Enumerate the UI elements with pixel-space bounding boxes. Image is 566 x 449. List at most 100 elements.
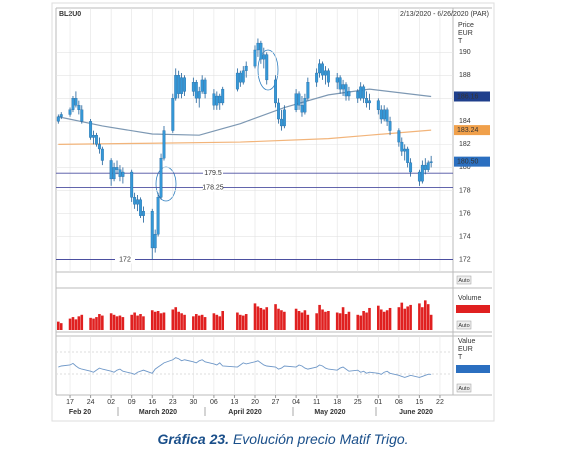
candle-body bbox=[71, 98, 75, 110]
average-line bbox=[58, 88, 432, 136]
volume-bar bbox=[318, 304, 321, 330]
candle-body bbox=[74, 98, 78, 106]
annotation-circle bbox=[257, 49, 279, 91]
volume-bar bbox=[327, 311, 330, 330]
candle-body bbox=[171, 98, 175, 131]
volume-bar bbox=[256, 306, 260, 330]
candle-body bbox=[359, 86, 363, 99]
auto-button[interactable]: Auto bbox=[456, 320, 472, 330]
month-label: Feb 20 bbox=[69, 409, 91, 416]
x-tick-label: 02 bbox=[107, 399, 115, 406]
volume-bar bbox=[156, 311, 160, 330]
candle-body bbox=[200, 79, 204, 92]
volume-bar bbox=[71, 317, 75, 330]
auto-button-text[interactable]: Auto bbox=[458, 323, 469, 329]
volume-bar bbox=[218, 316, 222, 330]
volume-bar bbox=[162, 312, 166, 330]
candle-body bbox=[121, 171, 125, 177]
y-tick-label: 174 bbox=[459, 233, 471, 240]
auto-button-box[interactable] bbox=[456, 320, 472, 330]
candle-body bbox=[80, 109, 84, 122]
candle-body bbox=[300, 105, 304, 113]
volume-bar bbox=[397, 307, 401, 330]
value-tag bbox=[456, 365, 490, 373]
candle-body bbox=[297, 93, 301, 106]
level-label: 172 bbox=[119, 256, 131, 263]
candle-body bbox=[306, 82, 310, 99]
candle-body bbox=[133, 197, 137, 205]
volume-bar bbox=[200, 314, 204, 330]
auto-button[interactable]: Auto bbox=[456, 275, 472, 285]
x-tick-label: 13 bbox=[231, 399, 239, 406]
volume-bar bbox=[80, 314, 84, 330]
volume-bar bbox=[253, 303, 257, 330]
volume-bar bbox=[265, 307, 269, 330]
candle-body bbox=[406, 148, 410, 163]
caption-label: Gráfica 23. bbox=[157, 431, 229, 447]
x-tick-label: 06 bbox=[210, 399, 218, 406]
level-label: 178.25 bbox=[202, 184, 224, 191]
auto-button-text[interactable]: Auto bbox=[458, 386, 469, 392]
candle-body bbox=[376, 100, 380, 110]
auto-button-box[interactable] bbox=[456, 275, 472, 285]
candle-body bbox=[92, 135, 95, 138]
candle-body bbox=[238, 72, 242, 83]
x-tick-label: 08 bbox=[395, 399, 403, 406]
candle-body bbox=[68, 109, 72, 115]
candle-body bbox=[77, 105, 81, 110]
auto-button[interactable]: Auto bbox=[456, 383, 472, 393]
volume-bar bbox=[171, 309, 175, 330]
month-label: March 2020 bbox=[139, 409, 177, 416]
candle-body bbox=[203, 79, 207, 94]
price-tag bbox=[454, 125, 490, 136]
candle-body bbox=[279, 118, 283, 127]
volume-tag bbox=[456, 305, 490, 313]
auto-button-box[interactable] bbox=[456, 383, 472, 393]
candle-body bbox=[141, 210, 145, 216]
caption: Gráfica 23. Evolución precio Matif Trigo… bbox=[157, 431, 408, 447]
auto-button-text[interactable]: Auto bbox=[458, 278, 469, 284]
y-tick-label: 184 bbox=[459, 118, 471, 125]
month-label: June 2020 bbox=[399, 409, 433, 416]
candle-body bbox=[335, 77, 339, 83]
frame bbox=[51, 2, 495, 422]
volume-bar bbox=[133, 312, 136, 330]
candle-body bbox=[139, 199, 142, 216]
candle-body bbox=[318, 63, 322, 74]
x-tick-label: 16 bbox=[148, 399, 156, 406]
candle-body bbox=[221, 88, 225, 104]
price-tag-label: 186.16 bbox=[457, 93, 479, 100]
candle-body bbox=[265, 54, 269, 81]
y-tick-label: 172 bbox=[459, 256, 471, 263]
y-tick-label: 188 bbox=[459, 72, 471, 79]
candle-body bbox=[420, 164, 424, 182]
x-tick-label: 15 bbox=[416, 399, 424, 406]
annotation-circle bbox=[155, 166, 177, 202]
candle-body bbox=[177, 75, 181, 94]
date-range: 2/13/2020 - 6/26/2020 (PAR) bbox=[400, 11, 489, 18]
candle-body bbox=[100, 148, 104, 161]
candle-body bbox=[274, 79, 278, 104]
candle-body bbox=[159, 158, 163, 198]
candle-body bbox=[191, 82, 195, 92]
volume-bar bbox=[183, 314, 186, 330]
value-label: EUR bbox=[458, 346, 473, 353]
price-tag-label: 183.24 bbox=[457, 127, 479, 134]
volume-bar bbox=[57, 321, 60, 330]
candle-body bbox=[321, 63, 324, 76]
volume-bar bbox=[159, 313, 163, 330]
candle-body bbox=[365, 98, 369, 104]
volume-bar bbox=[409, 304, 412, 330]
volume-bar bbox=[142, 316, 145, 330]
candle-body bbox=[118, 169, 122, 177]
price-tag bbox=[454, 91, 490, 102]
candle-body bbox=[256, 42, 260, 51]
volume-bar bbox=[344, 314, 348, 330]
candle-body bbox=[382, 109, 386, 120]
candle-body bbox=[56, 116, 60, 122]
y-tick-label: 190 bbox=[459, 49, 471, 56]
level-label-bg bbox=[115, 255, 135, 264]
candle-body bbox=[426, 162, 430, 170]
volume-bar bbox=[294, 308, 298, 330]
